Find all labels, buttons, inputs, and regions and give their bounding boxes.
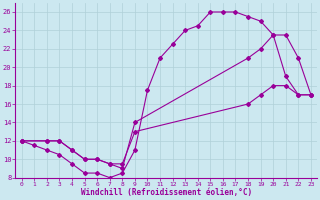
X-axis label: Windchill (Refroidissement éolien,°C): Windchill (Refroidissement éolien,°C) <box>81 188 252 197</box>
